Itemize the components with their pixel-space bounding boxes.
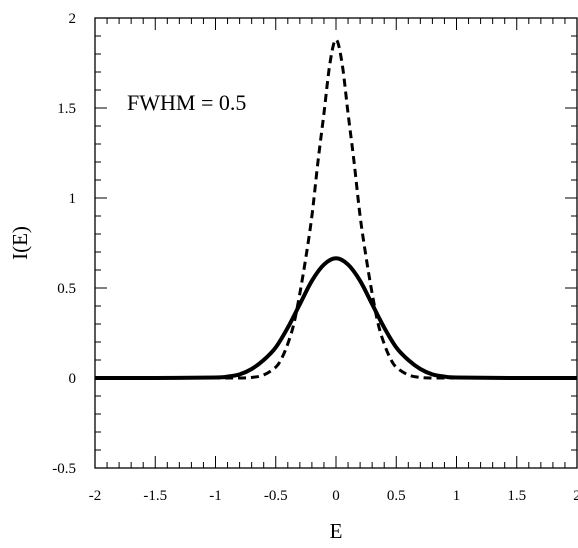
y-tick-label: 1.5 xyxy=(57,101,76,117)
tick-marks xyxy=(94,17,578,469)
y-tick-label: 1 xyxy=(69,191,77,207)
plot-frame xyxy=(94,17,578,469)
series-lines xyxy=(94,38,578,381)
dashed-series-line xyxy=(94,38,577,380)
x-tick-label: -1 xyxy=(209,488,222,504)
y-tick-label: -0.5 xyxy=(52,461,76,477)
y-axis-title: I(E) xyxy=(8,226,32,260)
tick-labels: -2 -1.5 -1 -0.5 0 0.5 1 1.5 2 -0.5 0 0.5 1 1.5 2 xyxy=(52,11,578,504)
y-tick-label: 2 xyxy=(69,11,77,27)
solid-series-line xyxy=(94,256,578,381)
x-tick-label: -2 xyxy=(89,488,102,504)
x-tick-label: -1.5 xyxy=(143,488,167,504)
x-tick-label: -0.5 xyxy=(264,488,288,504)
x-tick-label: 1.5 xyxy=(507,488,526,504)
x-tick-label: 1 xyxy=(453,488,461,504)
y-tick-label: 0.5 xyxy=(57,281,76,297)
y-tick-label: 0 xyxy=(69,371,77,387)
x-tick-label: 2 xyxy=(573,488,578,504)
x-tick-label: 0 xyxy=(332,488,340,504)
x-tick-label: 0.5 xyxy=(387,488,406,504)
x-axis-title: E xyxy=(330,519,343,543)
annotation-fwhm: FWHM = 0.5 xyxy=(127,90,246,115)
